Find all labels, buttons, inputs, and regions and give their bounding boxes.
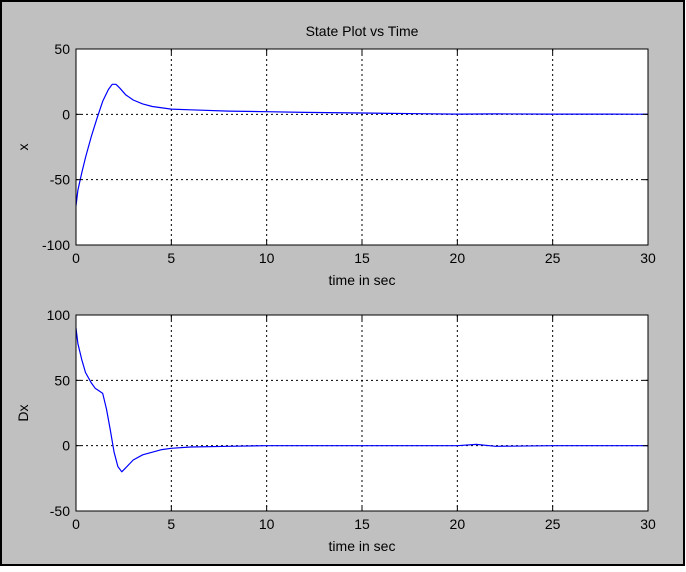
chart-title: State Plot vs Time bbox=[306, 23, 419, 39]
x-tick-label-bottom: 30 bbox=[640, 516, 656, 532]
x-tick-label-top: 5 bbox=[167, 250, 175, 266]
series-group-bottom bbox=[75, 328, 648, 473]
x-axis-label-bottom: time in sec bbox=[329, 538, 396, 554]
y-tick-label-top: 0 bbox=[62, 106, 70, 122]
x-tick-label-bottom: 20 bbox=[450, 516, 466, 532]
x-tick-label-bottom: 5 bbox=[167, 516, 175, 532]
x-tick-label-top: 25 bbox=[545, 250, 561, 266]
series-line-top bbox=[75, 83, 649, 206]
series-line-bottom bbox=[75, 328, 648, 473]
x-tick-label-bottom: 15 bbox=[354, 516, 370, 532]
axes-top: 0 5 10 15 20 25 30 -100 -50 0 50 State Plot vs Tim… bbox=[15, 23, 656, 288]
x-tick-label-bottom: 10 bbox=[259, 516, 275, 532]
y-tick-label-top: -100 bbox=[42, 237, 70, 253]
y-axis-label-bottom: Dx bbox=[15, 404, 31, 421]
series-group-top bbox=[75, 83, 649, 206]
plot-area-bottom bbox=[76, 315, 648, 511]
y-tick-label-top: 50 bbox=[54, 41, 70, 57]
y-tick-label-bottom: -50 bbox=[50, 503, 70, 519]
y-tick-label-bottom: 0 bbox=[62, 438, 70, 454]
y-tick-label-bottom: 50 bbox=[54, 372, 70, 388]
plot-area-top bbox=[76, 49, 648, 245]
x-tick-label-top: 15 bbox=[354, 250, 370, 266]
y-tick-label-top: -50 bbox=[50, 172, 70, 188]
x-axis-label-top: time in sec bbox=[329, 272, 396, 288]
x-tick-label-top: 20 bbox=[450, 250, 466, 266]
x-tick-label-top: 10 bbox=[259, 250, 275, 266]
x-tick-label-top: 0 bbox=[72, 250, 80, 266]
ticks-top: 0 5 10 15 20 25 30 -100 -50 0 50 bbox=[42, 41, 656, 266]
y-tick-label-bottom: 100 bbox=[47, 307, 71, 323]
y-axis-label-top: x bbox=[15, 144, 31, 151]
x-tick-label-bottom: 0 bbox=[72, 516, 80, 532]
x-tick-label-top: 30 bbox=[640, 250, 656, 266]
x-tick-label-bottom: 25 bbox=[545, 516, 561, 532]
